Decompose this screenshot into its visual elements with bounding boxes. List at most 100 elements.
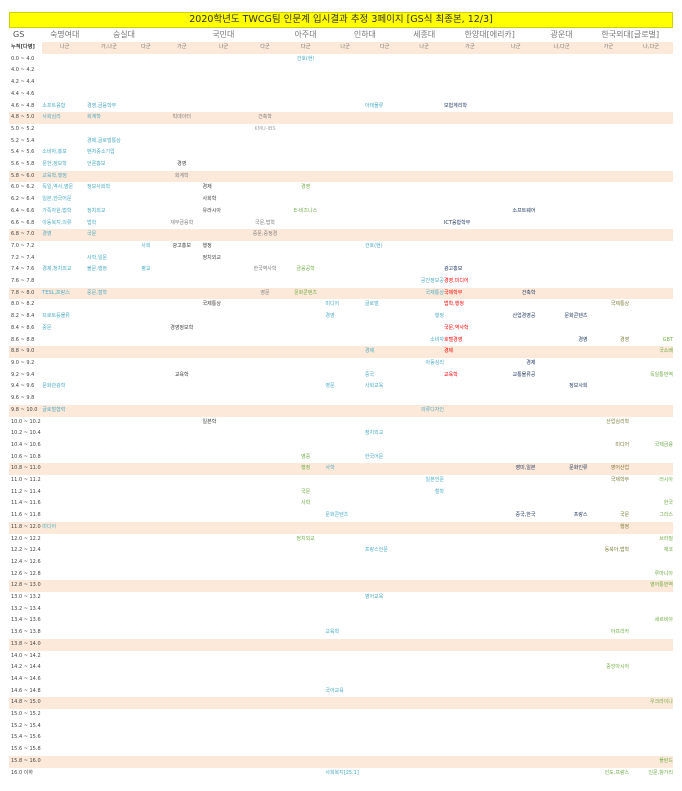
department-cell (535, 638, 588, 651)
department-cell (365, 124, 405, 136)
department-cell (244, 417, 286, 429)
department-cell (160, 580, 203, 593)
department-cell: 경제,글로벌통상 (87, 137, 121, 144)
gs-range: 10.0 ~ 10.2 (11, 418, 41, 425)
department-cell: 아프리카 (610, 629, 630, 636)
department-cell: 금융공학 (296, 266, 315, 273)
department-cell (87, 651, 131, 663)
department-cell (161, 124, 203, 136)
department-cell (365, 721, 405, 733)
department-cell (404, 428, 444, 440)
department-cell (325, 545, 365, 557)
department-cell (444, 709, 496, 721)
department-cell (325, 147, 365, 159)
department-cell (629, 487, 673, 499)
department-cell (588, 393, 630, 405)
univ-soongsil: 숭실대 (112, 30, 136, 40)
department-cell (444, 615, 496, 627)
department-cell (404, 54, 444, 66)
admission-table: GS 숙명여대 숭실대 국민대 아주대 인하대 세종대 한양대[에리카] 광운대… (9, 28, 673, 779)
department-cell (588, 569, 630, 581)
table-row: 10.6 ~ 10.8 영중 한국어문 (9, 452, 673, 464)
department-cell (87, 65, 131, 77)
department-cell (325, 136, 365, 148)
department-cell (244, 569, 286, 581)
department-cell: 불문,행정 (87, 266, 108, 273)
department-cell (286, 323, 326, 335)
department-cell: 일본학 (202, 418, 217, 425)
department-cell (325, 744, 365, 756)
department-cell (365, 417, 405, 429)
gs-range: 7.8 ~ 8.0 (9, 287, 43, 300)
department-cell: 중국 (364, 371, 375, 378)
department-cell: 사학 (300, 500, 311, 507)
department-cell: 영어산업 (587, 463, 630, 476)
department-cell (286, 77, 326, 89)
department-cell (325, 264, 365, 276)
department-cell: 사회 (141, 242, 151, 249)
department-cell (325, 323, 365, 335)
department-cell (496, 768, 536, 780)
table-body: GS 숙명여대 숭실대 국민대 아주대 인하대 세종대 한양대[에리카] 광운대… (9, 28, 673, 779)
department-cell (131, 393, 161, 405)
department-cell (404, 580, 444, 593)
department-cell (536, 393, 588, 405)
department-cell (365, 627, 405, 639)
department-cell (161, 744, 203, 756)
department-cell (244, 709, 286, 721)
department-cell: 문화관광학 (42, 383, 66, 390)
department-cell (131, 534, 161, 546)
department-cell (496, 662, 536, 674)
department-cell (42, 276, 87, 288)
department-cell (286, 732, 326, 744)
department-cell (131, 381, 161, 393)
department-cell (536, 721, 588, 733)
department-cell (244, 54, 286, 66)
department-cell (203, 335, 245, 347)
department-cell (496, 182, 536, 194)
department-cell: 프로트등물류 (42, 313, 70, 320)
gs-header: GS (13, 30, 25, 40)
table-row: 0.0 ~ 4.0 건호(현) (9, 54, 673, 66)
department-cell (285, 404, 326, 417)
gs-range: 7.2 ~ 7.4 (11, 254, 35, 261)
department-cell (325, 709, 365, 721)
department-cell (131, 370, 161, 382)
department-cell (286, 627, 326, 639)
department-cell (87, 615, 131, 627)
department-cell: 중앙아시아 (606, 664, 630, 671)
department-cell: 정치외교 (87, 207, 106, 214)
department-cell: 한국 (663, 500, 673, 507)
table-row: 13.6 ~ 13.8 교육학 아프리카 (9, 627, 673, 639)
department-cell (131, 615, 161, 627)
department-cell: 한국역사학 (253, 266, 277, 273)
department-cell (160, 755, 203, 768)
department-cell (495, 229, 536, 241)
gs-range: 13.2 ~ 13.4 (11, 605, 41, 612)
table-row: 14.6 ~ 14.8 국어교육 (9, 686, 673, 698)
department-cell (365, 393, 405, 405)
department-cell (87, 358, 131, 370)
department-cell (444, 721, 496, 733)
department-cell: 루마니아 (654, 570, 673, 577)
department-cell (496, 159, 536, 171)
department-cell (588, 381, 630, 393)
department-cell (629, 65, 673, 77)
department-cell (87, 417, 131, 429)
department-cell (130, 697, 161, 710)
department-cell (588, 615, 630, 627)
department-cell: GBT (662, 336, 673, 343)
department-cell (536, 744, 588, 756)
department-cell (244, 674, 286, 686)
department-cell (629, 101, 673, 113)
department-cell (629, 136, 673, 148)
department-cell (161, 569, 203, 581)
department-cell (325, 358, 365, 370)
department-cell (131, 721, 161, 733)
department-cell (365, 744, 405, 756)
department-cell (203, 452, 245, 464)
department-cell (535, 229, 588, 241)
table-row: 12.6 ~ 12.8 루마니아 (9, 569, 673, 581)
department-cell (536, 218, 588, 230)
department-cell (404, 147, 444, 159)
